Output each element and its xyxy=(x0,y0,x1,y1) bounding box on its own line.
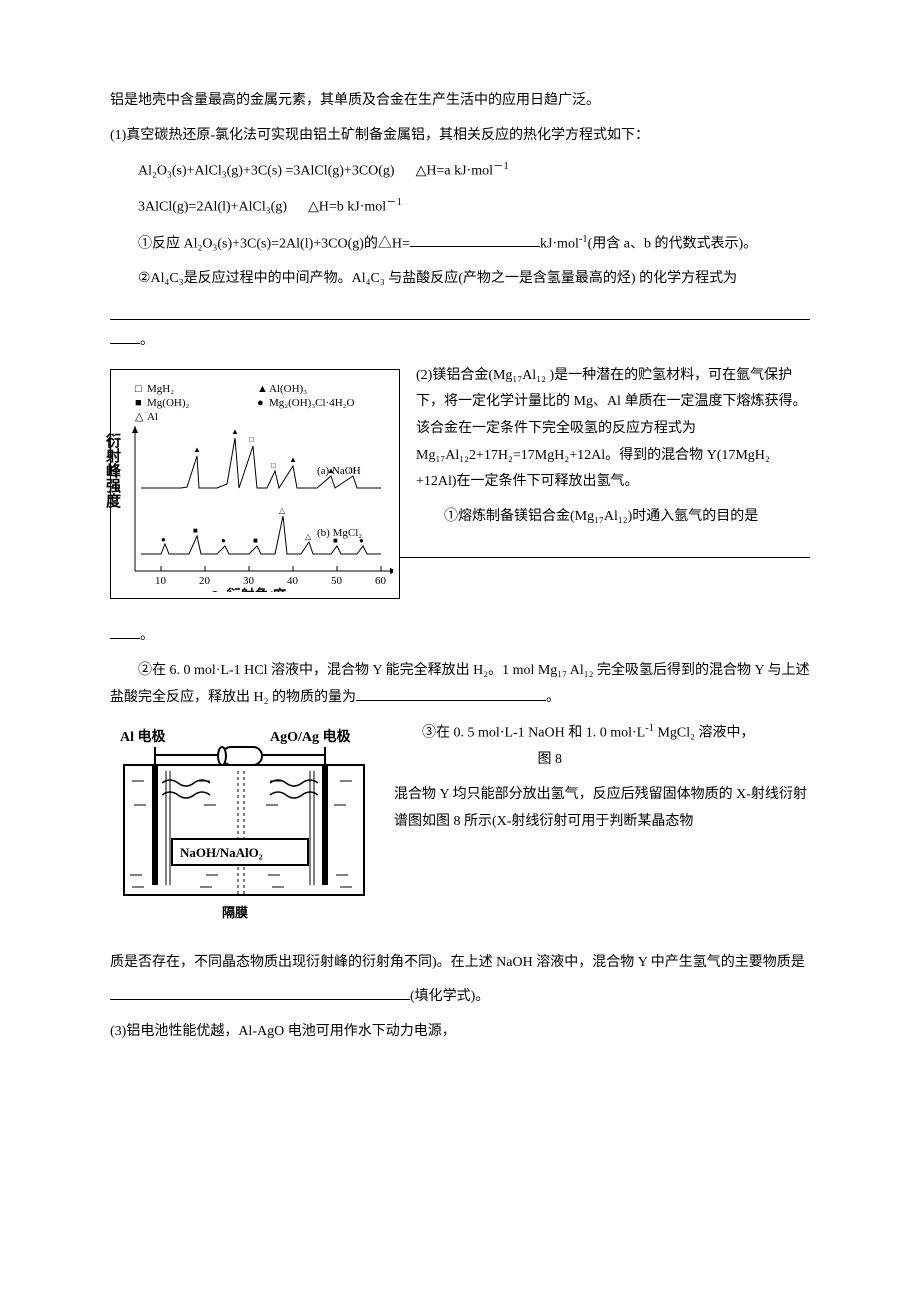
battery-diagram: Al 电极 AgO/Ag 电极 xyxy=(110,725,380,936)
svg-text:△: △ xyxy=(305,532,312,541)
svg-text:●: ● xyxy=(161,535,166,544)
q1-sub2-end: 。 xyxy=(110,328,810,355)
svg-text:隔膜: 隔膜 xyxy=(222,905,248,920)
svg-text:■: ■ xyxy=(193,526,198,535)
svg-text:AgO/Ag 电极: AgO/Ag 电极 xyxy=(270,728,351,745)
svg-text:△: △ xyxy=(135,411,144,423)
q2-sub3-d: 质是否存在，不同晶态物质出现衍射峰的衍射角不同)。在上述 NaOH 溶液中，混合… xyxy=(110,950,810,977)
q1-eq2-formula: 3AlCl(g)=2Al(l)+AlCl₃(g) xyxy=(138,200,287,215)
q2-sub2-blank[interactable] xyxy=(356,685,546,700)
q1-eq2-dh: △H=b kJ·mol xyxy=(308,200,386,215)
xrd-ylabel: 衍射峰强度 xyxy=(104,433,126,508)
svg-text:■: ■ xyxy=(253,536,258,545)
svg-text:50: 50 xyxy=(331,575,343,587)
intro-text: 铝是地壳中含量最高的金属元素，其单质及合金在生产生活中的应用日趋广泛。 xyxy=(110,88,810,115)
svg-text:Al 电极: Al 电极 xyxy=(120,728,166,745)
svg-text:●: ● xyxy=(257,397,264,409)
q2-sub3-a: ③在 0. 5 mol·L-1 NaOH 和 1. 0 mol·L xyxy=(422,726,645,741)
q2-sub3-end: (填化学式)。 xyxy=(410,989,489,1004)
q2-sub1-text: ①熔炼制备镁铝合金(Mg₁₇Al₁₂)时通入氩气的目的是 xyxy=(444,509,758,524)
svg-text:□: □ xyxy=(271,461,276,470)
q3-stem: (3)铝电池性能优越，Al-AgO 电池可用作水下动力电源， xyxy=(110,1019,810,1046)
svg-text:▲: ▲ xyxy=(257,383,268,395)
svg-text:Al: Al xyxy=(147,411,158,423)
q2-sub2: ②在 6. 0 mol·L-1 HCl 溶液中，混合物 Y 能完全释放出 H₂。… xyxy=(110,658,810,711)
svg-text:▲: ▲ xyxy=(327,466,335,475)
q1-eq1-formula: Al₂O₃(s)+AlCl₃(g)+3C(s) =3AlCl(g)+3CO(g) xyxy=(138,164,395,179)
xrd-chart: □MgH₂ ■Mg(OH)₂ △Al ▲Al(OH)₃ ●Mg₂(OH)₃Cl·… xyxy=(110,369,400,610)
svg-text:10: 10 xyxy=(155,575,167,587)
svg-text:(b) MgCl₂: (b) MgCl₂ xyxy=(317,527,362,539)
svg-text:□: □ xyxy=(249,435,254,444)
q1-eq1-dh: △H=a kJ·mol xyxy=(416,164,493,179)
q2-sub3-b: MgCl₂ 溶液中， xyxy=(654,726,755,741)
q1-sub1-post-b: (用含 a、b 的代数式表示)。 xyxy=(588,236,758,251)
q2-sub2-end: 。 xyxy=(546,690,560,705)
svg-text:▲: ▲ xyxy=(231,427,239,436)
svg-text:■: ■ xyxy=(333,536,338,545)
svg-text:Mg₂(OH)₃Cl·4H₂O: Mg₂(OH)₃Cl·4H₂O xyxy=(269,397,354,409)
q1-stem: (1)真空碳热还原-氯化法可实现由铝土矿制备金属铝，其相关反应的热化学方程式如下… xyxy=(110,123,810,150)
svg-text:2×衍射角/度: 2×衍射角/度 xyxy=(212,587,288,599)
svg-text:40: 40 xyxy=(287,575,299,587)
svg-text:60: 60 xyxy=(375,575,387,587)
svg-text:▲: ▲ xyxy=(193,445,201,454)
q1-eq2: 3AlCl(g)=2Al(l)+AlCl₃(g) △H=b kJ·mol－1 xyxy=(110,193,810,221)
svg-text:Mg(OH)₂: Mg(OH)₂ xyxy=(147,397,189,409)
q1-sub1: ①反应 Al₂O₃(s)+3C(s)=2Al(l)+3CO(g)的△H= kJ·m… xyxy=(110,230,810,258)
svg-text:(a) NaOH: (a) NaOH xyxy=(317,465,361,477)
svg-text:●: ● xyxy=(359,536,364,545)
svg-text:△: △ xyxy=(279,506,286,515)
svg-text:□: □ xyxy=(135,383,142,395)
q1-sub2-blank[interactable] xyxy=(110,301,810,321)
svg-text:MgH₂: MgH₂ xyxy=(147,383,174,395)
q2-sub3-blank-line: (填化学式)。 xyxy=(110,984,810,1011)
svg-text:30: 30 xyxy=(243,575,255,587)
q1-sub2-pre: ②Al₄C₃是反应过程中的中间产物。Al₄C₃ 与盐酸反应(产物之一是含氢量最高… xyxy=(110,266,810,293)
svg-text:Al(OH)₃: Al(OH)₃ xyxy=(269,383,307,395)
q1-sub1-post-a: kJ·mol xyxy=(540,236,579,251)
svg-text:▲: ▲ xyxy=(289,455,297,464)
q2-sub1-end: 。 xyxy=(110,623,810,650)
q1-sub1-blank[interactable] xyxy=(410,232,540,247)
q2-sub3-figref: 图 8 xyxy=(538,752,563,767)
q1-sub1-pre: ①反应 Al₂O₃(s)+3C(s)=2Al(l)+3CO(g)的△H= xyxy=(138,236,410,251)
svg-text:●: ● xyxy=(221,536,226,545)
q1-eq1: Al₂O₃(s)+AlCl₃(g)+3C(s) =3AlCl(g)+3CO(g)… xyxy=(110,157,810,185)
svg-text:NaOH/NaAlO₂: NaOH/NaAlO₂ xyxy=(180,845,263,860)
q2-sub3-blank[interactable] xyxy=(110,985,410,1000)
svg-text:□: □ xyxy=(349,466,354,475)
svg-text:■: ■ xyxy=(135,397,142,409)
svg-text:20: 20 xyxy=(199,575,211,587)
